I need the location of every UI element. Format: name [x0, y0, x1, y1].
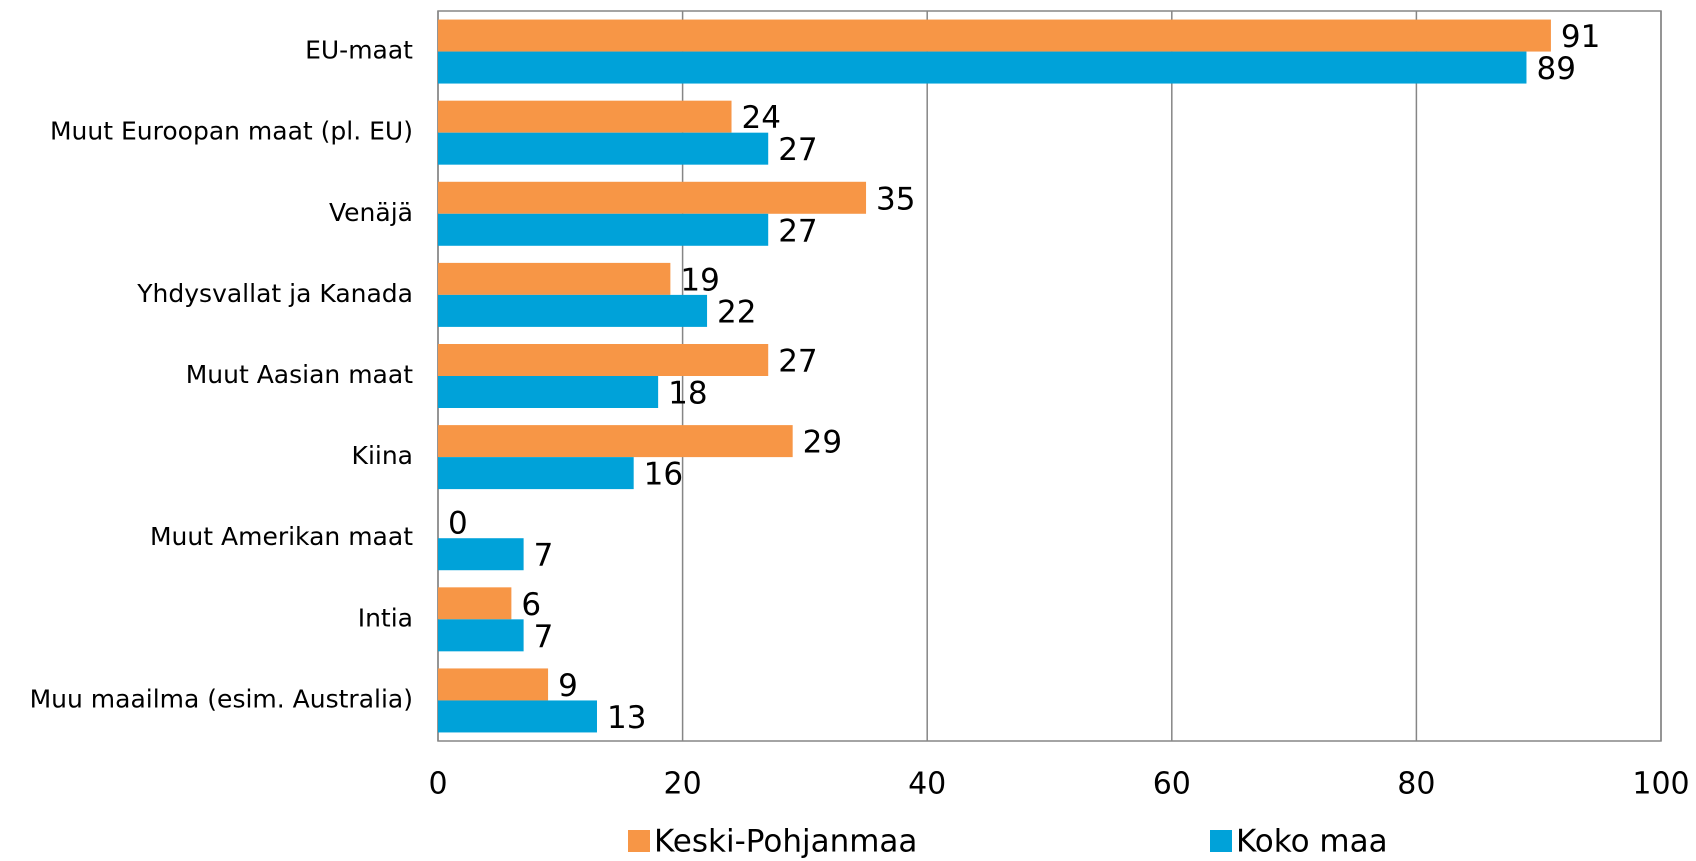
y-tick-label: Yhdysvallat ja Kanada — [136, 279, 413, 308]
x-tick-label: 0 — [428, 767, 447, 802]
x-tick-label: 60 — [1153, 767, 1191, 802]
bar — [438, 262, 671, 295]
data-label: 7 — [534, 619, 554, 655]
bar — [438, 457, 634, 490]
x-tick-label: 80 — [1397, 767, 1435, 802]
data-label: 6 — [521, 587, 541, 623]
data-label: 13 — [607, 700, 646, 736]
data-label: 29 — [803, 425, 842, 461]
bar — [438, 132, 769, 165]
data-label: 16 — [644, 457, 683, 493]
y-tick-label: Kiina — [352, 441, 413, 470]
data-label: 89 — [1536, 51, 1575, 87]
data-label: 19 — [680, 262, 719, 298]
bar — [438, 51, 1527, 84]
data-label: 91 — [1561, 19, 1600, 55]
data-label: 27 — [778, 213, 817, 249]
legend-label: Keski-Pohjanmaa — [654, 824, 917, 860]
data-label: 27 — [778, 344, 817, 380]
data-label: 27 — [778, 132, 817, 168]
x-tick-label: 20 — [664, 767, 702, 802]
bar — [438, 344, 769, 376]
data-label: 9 — [558, 668, 578, 704]
y-tick-label: Muut Amerikan maat — [150, 522, 413, 551]
bar — [438, 213, 769, 246]
data-label: 0 — [448, 506, 468, 542]
bar — [438, 425, 793, 458]
bar — [438, 181, 867, 214]
x-tick-label: 40 — [908, 767, 946, 802]
legend-swatch — [628, 830, 650, 852]
data-label: 35 — [876, 181, 915, 217]
bar — [438, 376, 659, 408]
legend-swatch — [1210, 830, 1232, 852]
bar — [438, 19, 1551, 52]
bar — [438, 100, 732, 133]
bar — [438, 668, 549, 701]
x-tick-label: 100 — [1632, 767, 1689, 802]
bar — [438, 619, 524, 652]
bar — [438, 700, 597, 733]
y-tick-label: Muu maailma (esim. Australia) — [30, 684, 413, 713]
data-label: 24 — [742, 100, 781, 136]
data-label: 7 — [534, 538, 554, 574]
bar — [438, 587, 512, 620]
y-tick-label: Venäjä — [329, 198, 413, 227]
y-tick-label: Muut Aasian maat — [186, 360, 414, 389]
bar — [438, 294, 708, 327]
data-label: 22 — [717, 294, 756, 330]
y-tick-label: Muut Euroopan maat (pl. EU) — [50, 117, 413, 146]
data-label: 18 — [668, 376, 707, 412]
y-tick-label: EU-maat — [305, 36, 413, 65]
legend-label: Koko maa — [1236, 824, 1388, 860]
y-tick-label: Intia — [358, 603, 413, 632]
bar — [438, 538, 524, 571]
